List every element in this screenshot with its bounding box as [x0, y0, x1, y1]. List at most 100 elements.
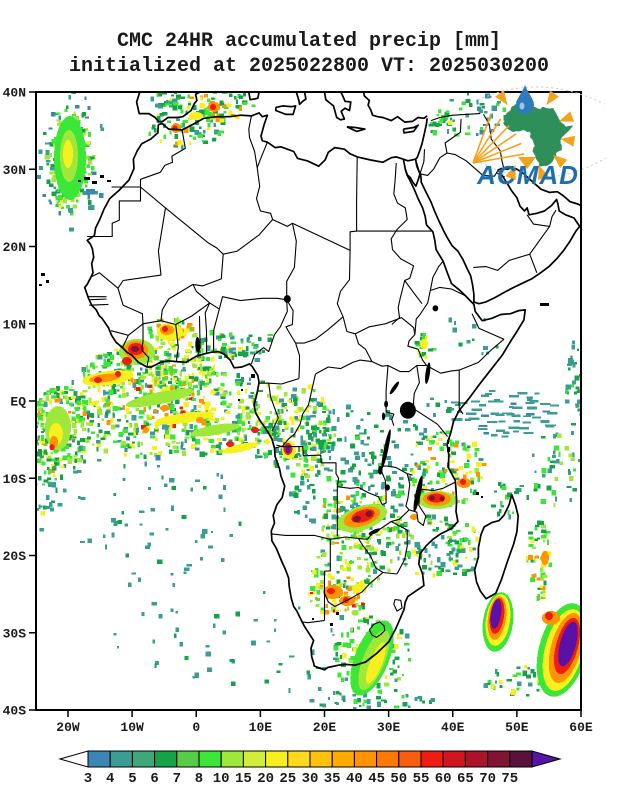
acmad-logo: ACMAD	[472, 85, 607, 190]
precip-cell	[217, 338, 222, 341]
precip-cell	[334, 542, 339, 545]
precip-cell	[424, 548, 428, 553]
precip-cell	[325, 445, 330, 450]
precip-cell	[69, 455, 73, 461]
precip-cell	[190, 357, 194, 362]
precip-cell	[201, 134, 206, 138]
island	[447, 447, 450, 452]
precip-cell	[303, 445, 309, 450]
precip-cell	[333, 433, 337, 437]
x-axis-label: 60E	[569, 720, 593, 735]
precip-cell	[113, 633, 117, 636]
precip-cell	[160, 341, 166, 345]
precip-cell	[415, 572, 420, 575]
precip-cell	[366, 705, 371, 710]
country-border	[88, 298, 107, 301]
precip-cell	[436, 113, 439, 116]
precip-cell	[125, 553, 130, 558]
precip-cell	[227, 346, 231, 351]
logo-ray	[472, 142, 522, 164]
precip-cell	[132, 382, 137, 389]
precip-cell	[369, 473, 374, 479]
precip-cell	[347, 606, 350, 611]
island	[92, 181, 97, 184]
precip-cell	[357, 697, 362, 703]
precip-cell	[564, 399, 570, 404]
precip-cell	[568, 358, 573, 364]
precip-cell	[366, 546, 371, 550]
precip-cell	[469, 477, 475, 481]
precip-cell	[244, 435, 248, 441]
precip-cell	[339, 501, 344, 504]
precip-cell	[363, 588, 367, 593]
precip-cell	[106, 419, 111, 425]
precip-cell	[321, 433, 327, 437]
precip-cell	[526, 396, 534, 399]
precip-cell	[147, 326, 152, 331]
precip-cell	[75, 192, 81, 198]
colorbar-value-label: 45	[368, 771, 385, 787]
precip-cell	[553, 503, 556, 507]
precip-cell	[362, 482, 366, 486]
lake	[399, 401, 416, 419]
precip-cell	[127, 432, 134, 436]
precip-cell	[509, 395, 520, 398]
precip-cell	[207, 667, 212, 673]
precip-cell	[377, 577, 380, 581]
precip-cell	[356, 644, 361, 647]
precip-cell	[365, 549, 369, 554]
precip-cell	[414, 553, 420, 557]
precip-cell	[344, 436, 347, 442]
precip-cell	[475, 461, 481, 467]
logo-world-arc	[477, 86, 605, 105]
precip-cell	[350, 627, 353, 632]
precip-cell	[336, 416, 340, 422]
precip-cell	[539, 567, 544, 573]
precip-cell	[451, 119, 455, 122]
precip-cell	[92, 365, 95, 370]
precip-cell	[568, 367, 571, 371]
precip-cell	[478, 424, 488, 427]
precip-cell	[321, 526, 324, 532]
precip-cell	[77, 469, 82, 473]
precip-cell	[239, 379, 244, 384]
x-axis-label: 10W	[120, 720, 144, 735]
coastline	[414, 118, 428, 160]
precip-cell	[496, 429, 506, 432]
precip-cell	[413, 424, 417, 427]
precip-cell	[421, 476, 425, 479]
precip-cell	[360, 439, 364, 445]
precip-cell	[569, 498, 573, 503]
precip-cell	[292, 397, 298, 402]
country-border	[139, 129, 186, 187]
precip-cell	[468, 470, 473, 474]
precip-cell	[528, 536, 534, 540]
precip-cell	[133, 422, 138, 429]
precip-cell	[542, 473, 546, 478]
precip-cell	[553, 434, 557, 439]
precip-cell	[257, 404, 260, 409]
precip-cell	[331, 426, 337, 431]
logo-orange-accents	[472, 90, 576, 180]
precip-cell	[155, 661, 160, 666]
precip-cell	[297, 407, 302, 412]
precip-cell	[490, 113, 493, 119]
precip-cell	[470, 566, 475, 571]
precip-cell	[512, 511, 515, 514]
precip-cell	[436, 480, 440, 485]
precip-cell	[512, 430, 519, 433]
precip-cell	[340, 483, 344, 487]
precip-cell	[157, 402, 160, 408]
precip-cell	[449, 468, 454, 473]
precip-cell	[164, 430, 169, 435]
country-border	[110, 323, 144, 336]
precip-cell	[148, 131, 151, 136]
precip-cell	[50, 167, 55, 171]
precip-cell	[420, 554, 424, 558]
precip-cell	[308, 442, 312, 446]
precip-cell	[487, 680, 492, 685]
precip-cell	[172, 582, 175, 587]
country-border	[405, 473, 411, 511]
precip-cell	[451, 451, 457, 456]
